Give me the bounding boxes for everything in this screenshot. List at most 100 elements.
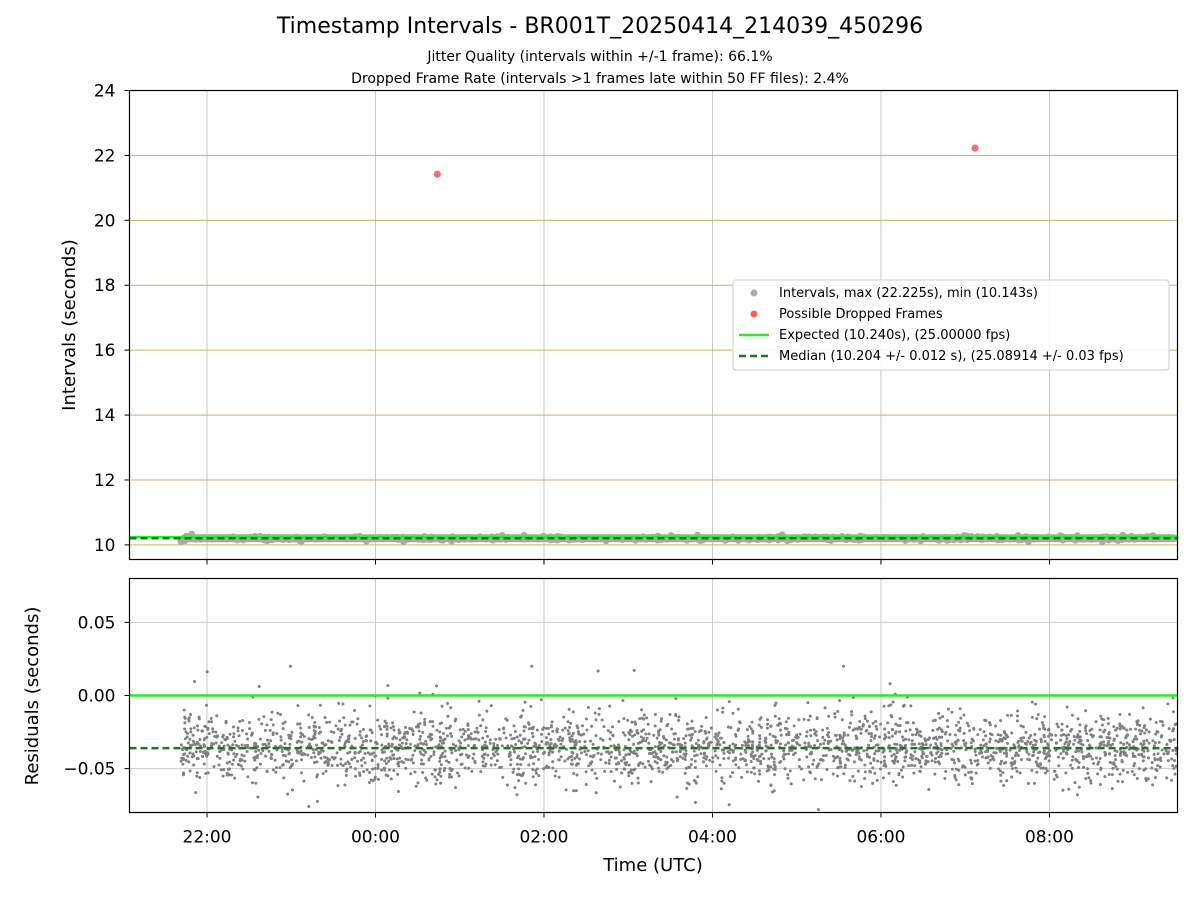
- residual-point: [766, 722, 770, 726]
- residual-point: [496, 743, 500, 747]
- residual-point: [653, 713, 657, 717]
- residual-point: [369, 739, 373, 743]
- residual-point: [1074, 750, 1078, 754]
- residual-point: [684, 749, 688, 753]
- residual-point: [312, 751, 316, 755]
- residual-point: [210, 720, 214, 724]
- residual-point: [233, 739, 237, 743]
- residual-point: [701, 760, 705, 764]
- residual-point: [682, 736, 686, 740]
- residual-point: [1170, 778, 1174, 782]
- residual-point: [861, 723, 865, 727]
- residual-point: [729, 726, 733, 730]
- residual-point: [1026, 782, 1030, 786]
- residual-point: [1078, 729, 1082, 733]
- residual-point: [673, 732, 677, 736]
- residual-point: [1090, 757, 1094, 761]
- residual-point: [1166, 750, 1170, 754]
- residual-point: [609, 770, 613, 774]
- residual-point: [657, 756, 661, 760]
- residual-point: [594, 791, 598, 795]
- residual-point: [758, 772, 762, 776]
- residual-point: [809, 752, 813, 756]
- residual-point: [599, 758, 603, 762]
- residual-point: [370, 758, 374, 762]
- residual-point: [405, 738, 409, 742]
- residual-point: [898, 743, 902, 747]
- residual-point: [1172, 766, 1176, 770]
- residual-point: [877, 735, 881, 739]
- residual-point: [945, 719, 949, 723]
- residual-point: [489, 756, 493, 760]
- residual-point: [493, 763, 497, 767]
- residual-point: [206, 727, 210, 731]
- residual-point: [321, 772, 325, 776]
- residual-point: [1072, 742, 1076, 746]
- residual-point: [756, 758, 760, 762]
- residual-point: [1098, 728, 1102, 732]
- residual-point: [851, 728, 855, 732]
- residual-point: [998, 739, 1002, 743]
- residual-point: [472, 737, 476, 741]
- residual-point: [788, 749, 792, 753]
- residual-point: [871, 766, 875, 770]
- residual-point: [502, 731, 506, 735]
- residual-point: [479, 724, 483, 728]
- residual-point: [421, 730, 425, 734]
- residual-point: [1035, 717, 1039, 721]
- residual-point: [290, 764, 294, 768]
- residual-point: [797, 718, 801, 722]
- residual-point: [786, 741, 790, 745]
- residual-point: [783, 767, 787, 771]
- residual-point: [404, 766, 408, 770]
- residual-point: [336, 784, 340, 788]
- residual-point: [537, 744, 541, 748]
- residual-point: [268, 728, 272, 732]
- residual-point: [520, 746, 524, 750]
- residual-point: [1034, 743, 1038, 747]
- residual-point: [1150, 761, 1154, 765]
- residual-point: [314, 725, 318, 729]
- residual-point: [411, 761, 415, 765]
- residual-point: [1135, 776, 1139, 780]
- residual-point: [841, 739, 845, 743]
- residual-point: [627, 774, 631, 778]
- residual-point: [1062, 732, 1066, 736]
- residual-point: [1005, 779, 1009, 783]
- residual-point: [326, 763, 330, 767]
- residual-point: [843, 766, 847, 770]
- residual-point: [283, 742, 287, 746]
- residual-point: [657, 769, 661, 773]
- residual-point: [1171, 729, 1175, 733]
- residual-point: [231, 743, 235, 747]
- residual-point: [610, 750, 614, 754]
- residual-point: [1121, 768, 1125, 772]
- residual-point: [663, 744, 667, 748]
- residual-point: [943, 776, 947, 780]
- residual-point: [233, 776, 237, 780]
- residual-point: [329, 730, 333, 734]
- residual-point: [396, 748, 400, 752]
- residual-point: [769, 743, 773, 747]
- residual-point: [556, 737, 560, 741]
- residual-point: [629, 768, 633, 772]
- residual-point: [1087, 776, 1091, 780]
- residual-point: [863, 770, 867, 774]
- residual-point: [918, 730, 922, 734]
- residual-point: [874, 743, 878, 747]
- residual-point: [1112, 762, 1116, 766]
- residual-point: [406, 758, 410, 762]
- residual-point: [307, 713, 311, 717]
- residual-point: [375, 742, 379, 746]
- residual-point: [248, 727, 252, 731]
- residual-point: [900, 735, 904, 739]
- residual-point: [193, 742, 197, 746]
- residual-point: [547, 726, 551, 730]
- residual-point: [696, 738, 700, 742]
- residual-point: [283, 720, 287, 724]
- residual-point: [253, 758, 257, 762]
- residual-point: [651, 751, 655, 755]
- residual-point: [778, 742, 782, 746]
- residual-point: [1059, 733, 1063, 737]
- residual-point: [838, 756, 842, 760]
